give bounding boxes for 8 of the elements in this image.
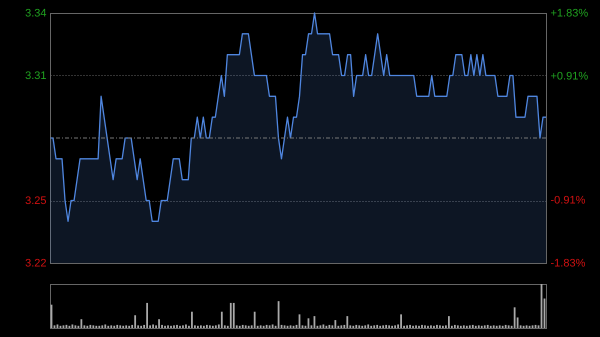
y-tick-label: 3.31 [25, 70, 46, 82]
y-tick-label: 3.22 [25, 258, 46, 270]
y2-tick-label: -1.83% [550, 258, 586, 270]
y2-tick-label: -0.91% [550, 194, 586, 207]
y2-tick-label: +1.83% [550, 8, 588, 20]
y-tick-label: 3.34 [25, 8, 46, 20]
y-tick-label: 3.25 [25, 195, 46, 207]
y2-tick-label: +0.91% [550, 70, 588, 82]
